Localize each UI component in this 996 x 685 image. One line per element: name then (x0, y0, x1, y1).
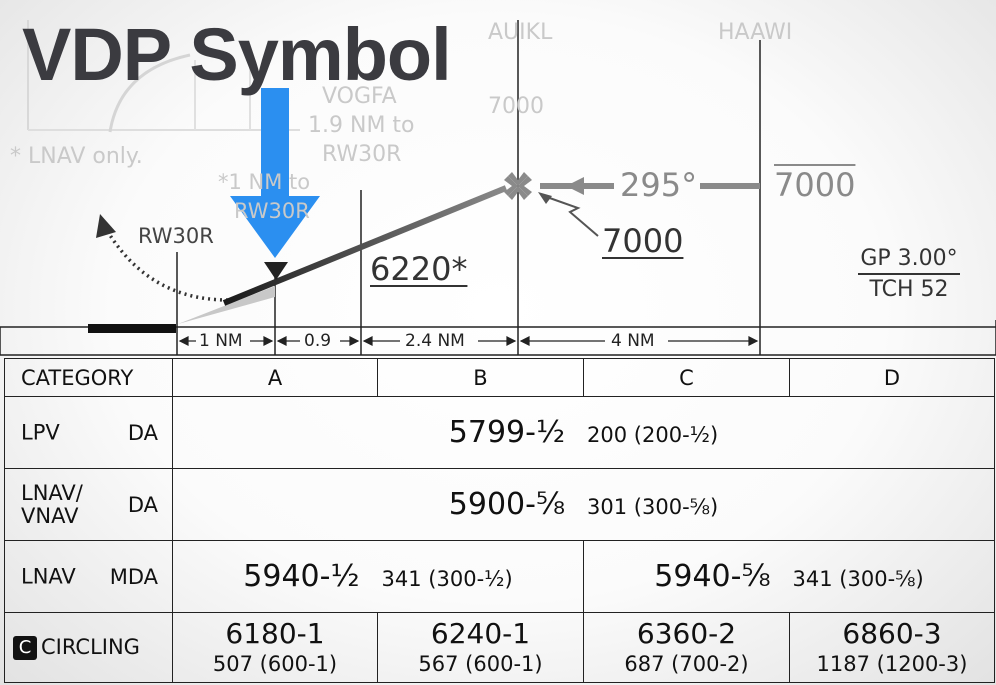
stepdown-altitude-6220: 6220* (370, 250, 468, 288)
lnav-vnav-label-line2: VNAV (21, 503, 79, 528)
vdp-runway-note: RW30R (234, 199, 310, 223)
circling-row-label: C CIRCLING (4, 612, 173, 683)
vogfa-runway: RW30R (322, 142, 402, 167)
distance-arrows (178, 336, 759, 346)
lnav-vnav-label: LNAV/VNAV (21, 481, 83, 527)
circling-c-detail: 687 (700-2) (624, 651, 749, 676)
lnav-vnav-da-label: DA (127, 492, 158, 517)
distance-1nm: 1 NM (199, 331, 243, 351)
lnav-row: LNAV MDA 5940-½ 341 (300-½) 5940-⅝ 341 (30… (4, 540, 995, 613)
missed-approach-path (106, 231, 229, 302)
lnav-minimums-cd: 5940-⅝ 341 (300-⅝) (583, 540, 995, 613)
lpv-height-visibility: 200 (200-½) (587, 423, 719, 447)
lnav-row-label: LNAV MDA (4, 540, 173, 613)
lpv-row: LPV DA 5799-½ 200 (200-½) (4, 396, 995, 469)
vdp-distance-note: *1 NM to (218, 170, 311, 194)
course-arrowhead (566, 177, 584, 195)
category-c: C (583, 358, 790, 397)
lpv-da-label: DA (127, 420, 158, 445)
category-header-row: CATEGORY A B C D (4, 358, 995, 397)
altitude-leader-icon (543, 195, 599, 237)
lnav-ab-mda-value: 5940-½ (243, 559, 360, 594)
runway-symbol (88, 324, 176, 333)
circling-d-mda: 6860-3 (842, 616, 942, 650)
lnav-cd-height-visibility: 341 (300-⅝) (792, 567, 924, 591)
lnav-vnav-row-label: LNAV/VNAV DA (4, 468, 173, 541)
circling-row: C CIRCLING 6180-1 507 (600-1) 6240-1 567 … (4, 612, 995, 683)
glidepath-info: GP 3.00° TCH 52 (858, 246, 960, 302)
distance-2-4nm: 2.4 NM (405, 331, 465, 351)
profile-view-drawing (0, 20, 996, 356)
circling-cat-d: 6860-3 1187 (1200-3) (789, 612, 995, 683)
lnav-vnav-da-value: 5900-⅝ (448, 487, 566, 522)
page-title: VDP Symbol (22, 13, 452, 96)
circling-c-mda: 6360-2 (636, 616, 737, 650)
vogfa-distance: 1.9 NM to (308, 113, 415, 138)
circling-a-detail: 507 (600-1) (212, 651, 338, 676)
vogfa-fix-name: VOGFA (322, 84, 397, 109)
lnav-vnav-label-line1: LNAV/ (21, 480, 83, 505)
lnav-only-note: * LNAV only. (10, 144, 143, 169)
lpv-row-label: LPV DA (4, 396, 173, 469)
lnav-cd-mda-value: 5940-⅝ (654, 559, 771, 594)
fix-name-auikl: AUIKL (488, 20, 553, 45)
faf-maltese-cross-icon (504, 172, 532, 200)
glidepath-angle: GP 3.00° (858, 246, 960, 275)
lpv-da-value: 5799-½ (448, 415, 566, 450)
circling-b-detail: 567 (600-1) (418, 651, 543, 676)
category-label: CATEGORY (4, 358, 173, 397)
fix-name-haawi: HAAWI (718, 20, 793, 45)
faf-minimum-altitude: 7000 (602, 222, 684, 260)
threshold-crossing-height: TCH 52 (869, 277, 949, 302)
auikl-altitude: 7000 (488, 94, 544, 119)
altitude-leader-arrowhead (538, 192, 552, 204)
circling-c-badge-icon: C (13, 636, 37, 660)
lnav-label: LNAV (21, 563, 76, 588)
final-approach-path (222, 185, 508, 306)
circling-b-mda: 6240-1 (430, 616, 531, 650)
circling-a-mda: 6180-1 (225, 616, 325, 650)
vdp-triangle-icon (264, 262, 288, 280)
faded-missed-arc (108, 53, 191, 133)
circling-label: CIRCLING (41, 635, 140, 659)
lnav-ab-height-visibility: 341 (300-½) (381, 567, 513, 591)
distance-0-9: 0.9 (304, 331, 332, 351)
circling-cat-c: 6360-2 687 (700-2) (583, 612, 790, 683)
circling-d-detail: 1187 (1200-3) (816, 651, 968, 676)
category-a: A (172, 358, 378, 397)
lnav-vnav-minimums: 5900-⅝ 301 (300-⅝) (172, 468, 995, 541)
rw30r-label: RW30R (138, 224, 214, 248)
lnav-minimums-ab: 5940-½ 341 (300-½) (172, 540, 584, 613)
lnav-vnav-row: LNAV/VNAV DA 5900-⅝ 301 (300-⅝) (4, 468, 995, 541)
category-d: D (789, 358, 995, 397)
lpv-label: LPV (21, 419, 60, 444)
lnav-vnav-height-visibility: 301 (300-⅝) (587, 495, 719, 519)
minimums-table: CATEGORY A B C D LPV DA 5799-½ 200 (200-½… (4, 358, 995, 683)
haawi-altitude: 7000 (774, 166, 856, 204)
lnav-mda-label: MDA (109, 564, 158, 589)
circling-cat-a: 6180-1 507 (600-1) (172, 612, 378, 683)
missed-approach-arrowhead (96, 214, 116, 238)
circling-cat-b: 6240-1 567 (600-1) (377, 612, 584, 683)
blue-pointer-arrow (230, 88, 320, 258)
category-b: B (377, 358, 584, 397)
inbound-course-label: 295° (620, 166, 698, 204)
distance-4nm: 4 NM (611, 331, 655, 351)
lpv-minimums: 5799-½ 200 (200-½) (172, 396, 995, 469)
